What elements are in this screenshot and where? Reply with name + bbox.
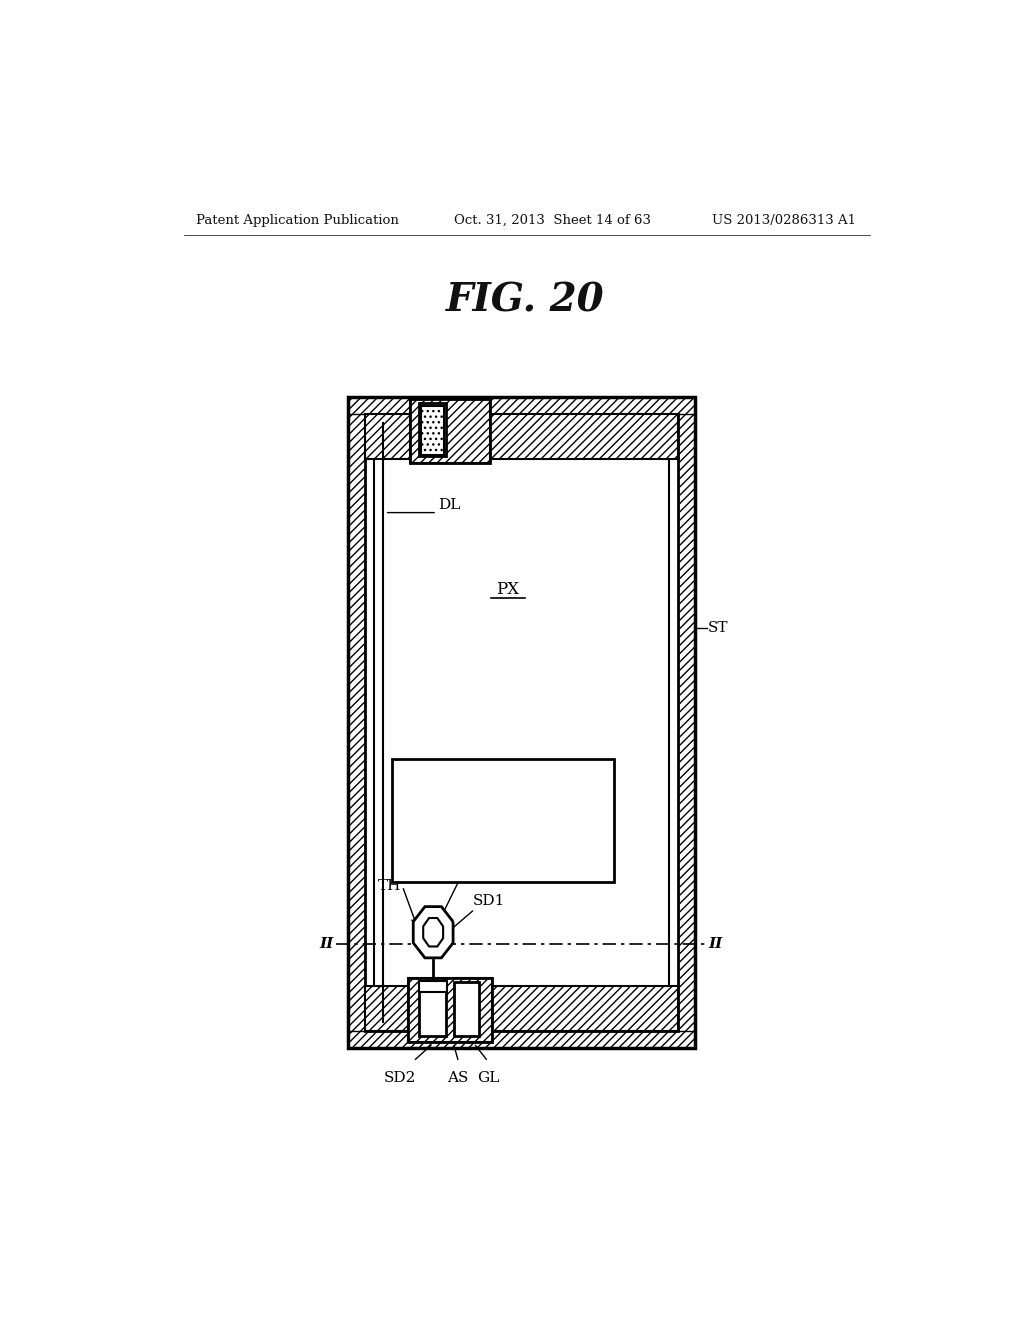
Bar — [419, 404, 446, 457]
Text: DL: DL — [438, 498, 461, 512]
Text: TH: TH — [378, 879, 401, 894]
Text: II: II — [319, 937, 334, 950]
Text: TFT: TFT — [475, 837, 506, 850]
Text: Patent Application Publication: Patent Application Publication — [196, 214, 399, 227]
Bar — [348, 1031, 695, 1048]
Bar — [419, 982, 446, 1036]
Bar — [365, 986, 678, 1031]
Bar — [365, 414, 678, 459]
Bar — [419, 981, 447, 993]
Bar — [408, 978, 493, 1043]
Bar — [365, 414, 678, 459]
Bar — [454, 982, 479, 1036]
Text: AS: AS — [447, 1071, 469, 1085]
Text: FIG. 20: FIG. 20 — [445, 282, 604, 319]
Bar — [410, 400, 490, 462]
Bar — [348, 397, 695, 1048]
Bar — [348, 397, 365, 1048]
Text: TED: TED — [486, 775, 520, 789]
Text: II: II — [709, 937, 723, 950]
Polygon shape — [414, 907, 453, 958]
Text: SD2: SD2 — [384, 1071, 416, 1085]
Text: ST: ST — [708, 622, 728, 635]
Bar — [421, 405, 444, 455]
Bar — [678, 397, 695, 1048]
Bar — [408, 978, 493, 1043]
Bar — [410, 400, 490, 462]
Text: Oct. 31, 2013  Sheet 14 of 63: Oct. 31, 2013 Sheet 14 of 63 — [454, 214, 651, 227]
Text: SD1: SD1 — [473, 895, 506, 908]
Text: PX: PX — [497, 581, 519, 598]
Bar — [365, 986, 678, 1031]
Bar — [348, 397, 695, 414]
Bar — [374, 424, 669, 1022]
Text: GL: GL — [477, 1071, 500, 1085]
Text: US 2013/0286313 A1: US 2013/0286313 A1 — [712, 214, 856, 227]
Bar — [348, 397, 695, 1048]
Polygon shape — [423, 917, 443, 946]
Bar — [365, 414, 678, 1031]
Bar — [392, 759, 614, 882]
